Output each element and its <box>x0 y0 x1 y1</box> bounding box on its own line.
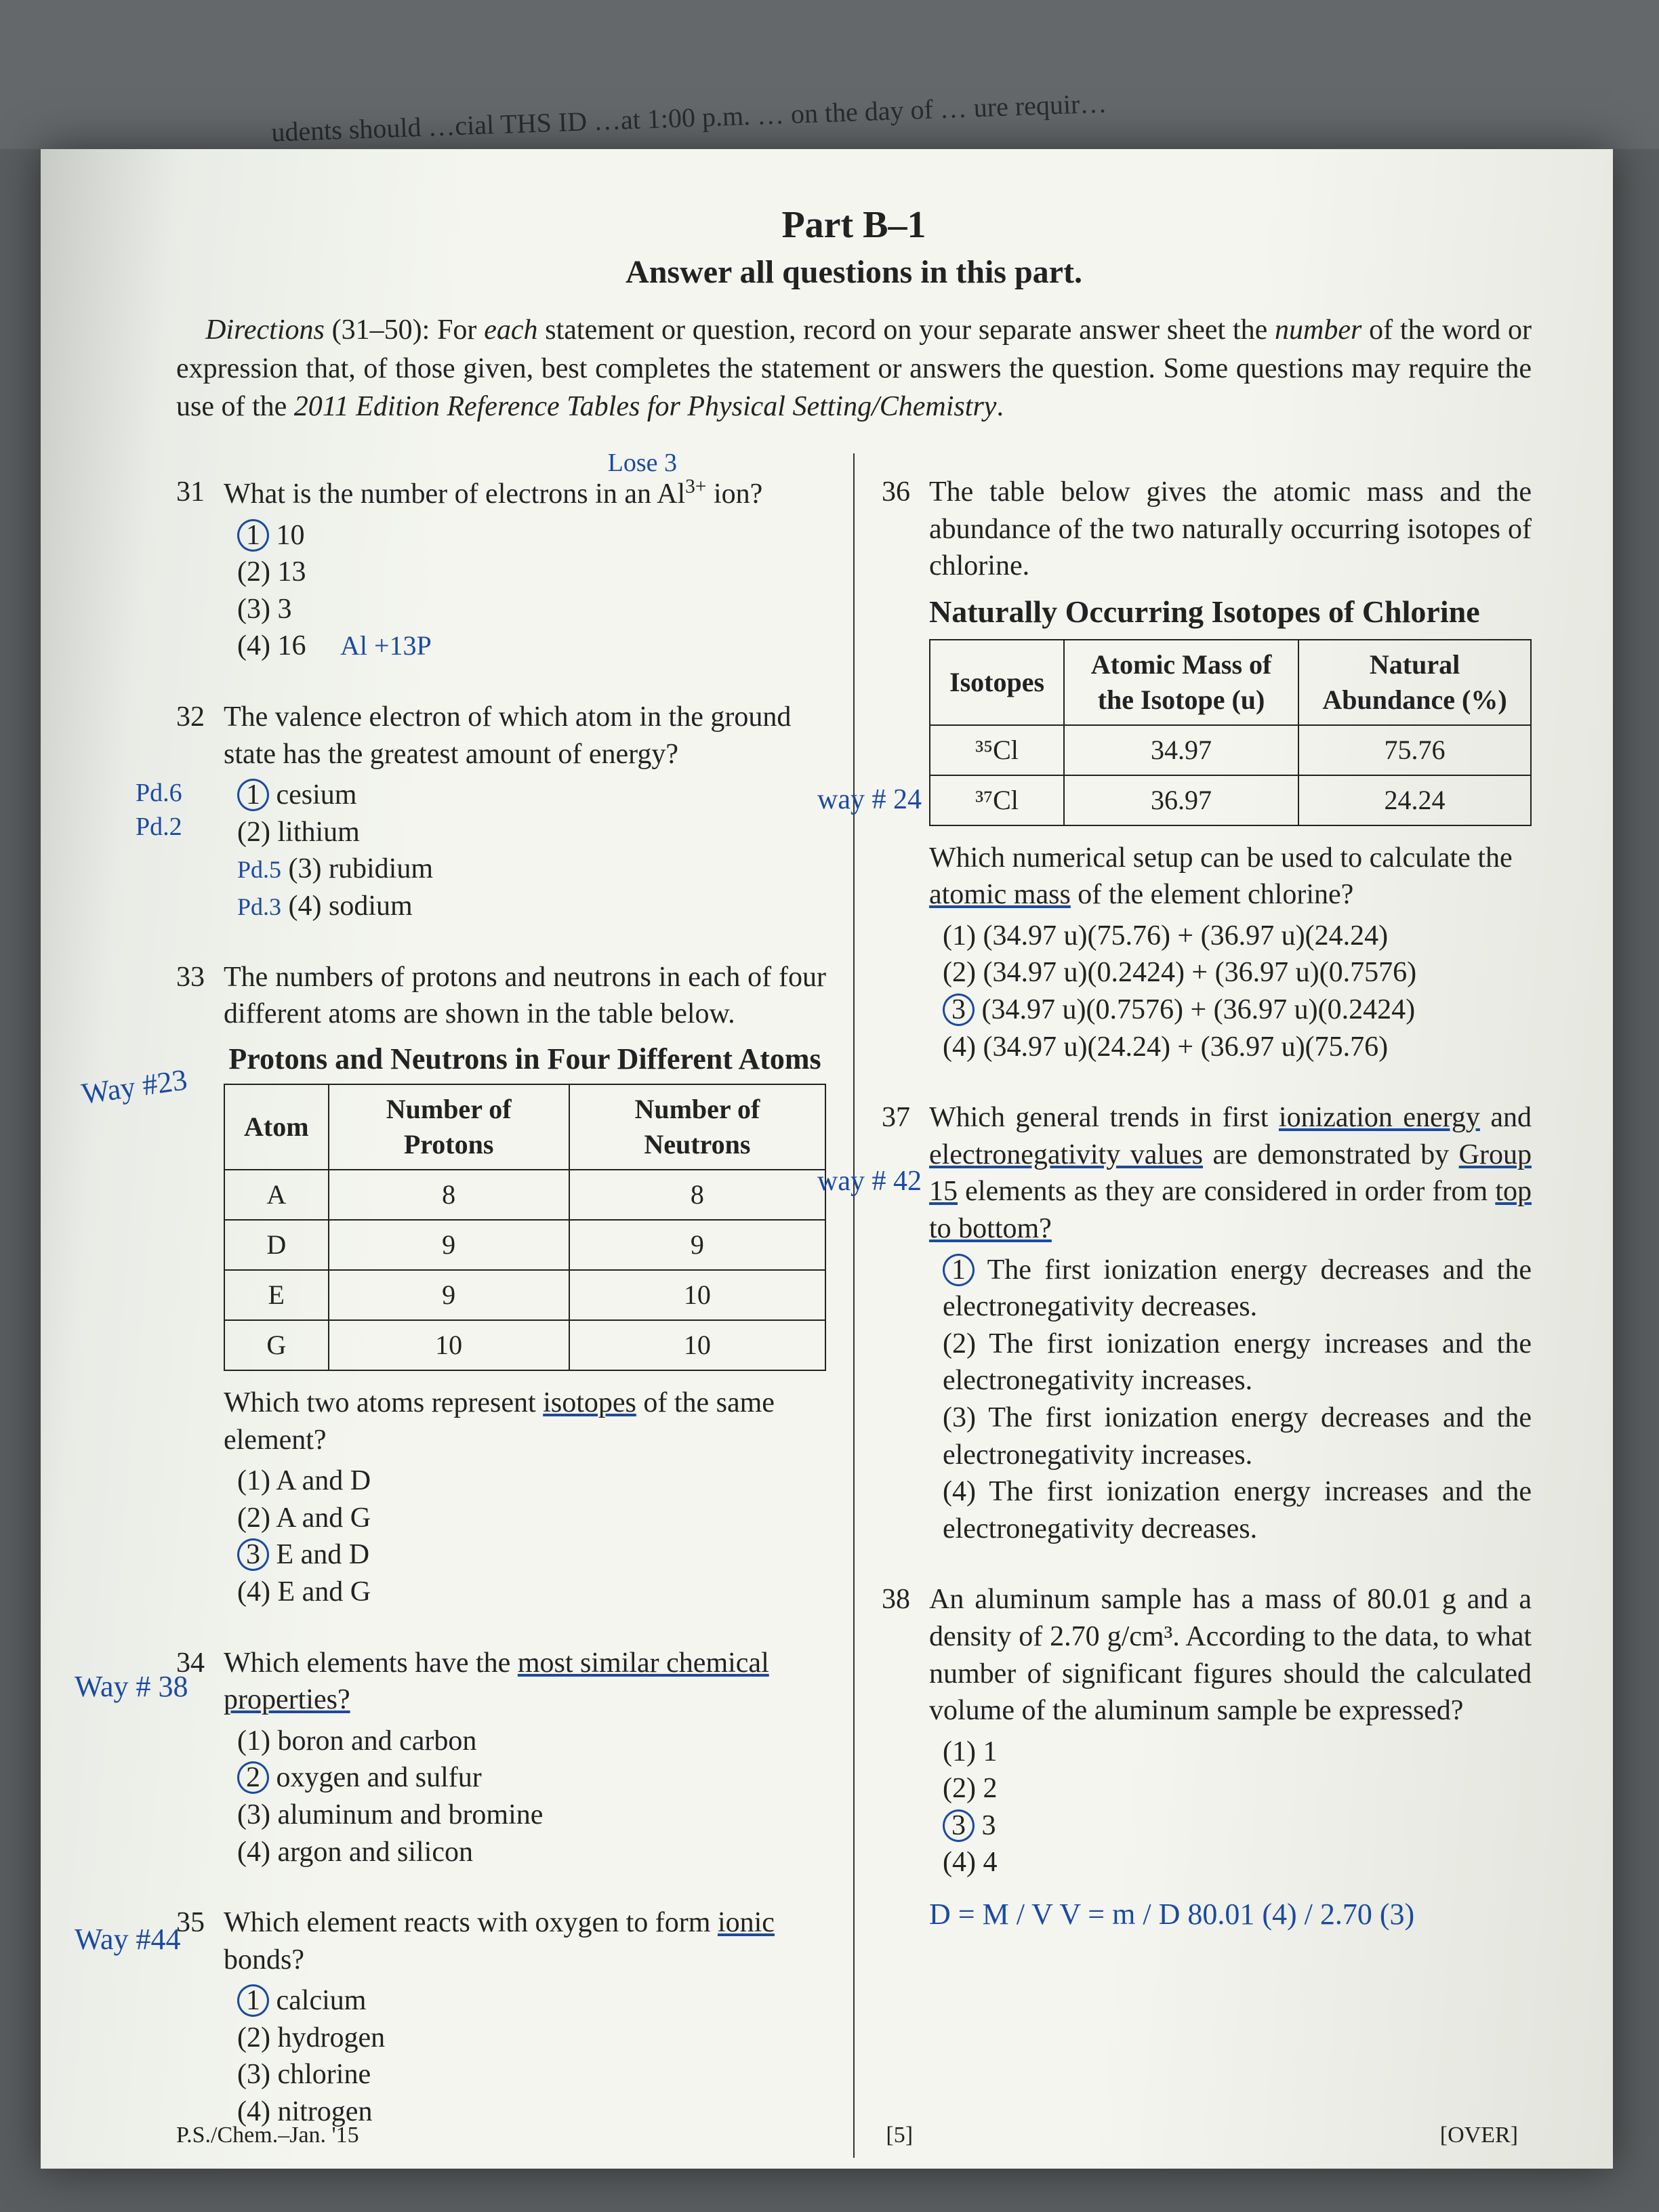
question-36: 36 The table below gives the atomic mass… <box>882 474 1532 1079</box>
part-subheading: Answer all questions in this part. <box>176 253 1532 291</box>
footer-page: [5] <box>886 2123 913 2148</box>
atoms-table: Protons and Neutrons in Four Different A… <box>224 1040 826 1371</box>
exam-page: Part B–1 Answer all questions in this pa… <box>41 149 1613 2169</box>
handwritten-note: Al +13P <box>340 630 432 661</box>
handwritten-work: D = M / V V = m / D 80.01 (4) / 2.70 (3) <box>929 1895 1532 1933</box>
question-31: 31 What is the number of electrons in an… <box>176 474 826 678</box>
margin-note: way # 42 <box>817 1167 922 1195</box>
question-38: 38 An aluminum sample has a mass of 80.0… <box>882 1581 1532 1933</box>
directions: Directions (31–50): For each statement o… <box>176 311 1532 426</box>
part-heading: Part B–1 <box>176 203 1532 247</box>
footer-over: [OVER] <box>1440 2123 1518 2148</box>
right-column: 36 The table below gives the atomic mass… <box>855 453 1532 2158</box>
margin-note: Way #44 <box>75 1925 181 1954</box>
question-34: Way # 38 34 Which elements have the most… <box>176 1645 826 1885</box>
question-32: 32 The valence electron of which atom in… <box>176 699 826 939</box>
page-footer: P.S./Chem.–Jan. '15 [5] [OVER] <box>176 2123 1518 2148</box>
margin-note: Way #23 <box>79 1060 190 1113</box>
question-33: Way #23 33 The numbers of protons and ne… <box>176 959 826 1624</box>
question-37: way # 42 37 Which general trends in firs… <box>882 1099 1532 1561</box>
margin-note: Way # 38 <box>75 1672 188 1702</box>
question-35: Way #44 35 Which element reacts with oxy… <box>176 1904 826 2144</box>
handwritten-note: Lose 3 <box>608 447 677 480</box>
cropped-top-edge: udents should …cial THS ID …at 1:00 p.m.… <box>0 0 1659 149</box>
footer-left: P.S./Chem.–Jan. '15 <box>176 2123 359 2148</box>
isotopes-table: IsotopesAtomic Mass of the Isotope (u)Na… <box>929 639 1532 826</box>
left-column: 31 What is the number of electrons in an… <box>176 453 855 2158</box>
choice-1-circled: 1 <box>237 519 269 552</box>
margin-note: way # 24 <box>817 785 922 814</box>
